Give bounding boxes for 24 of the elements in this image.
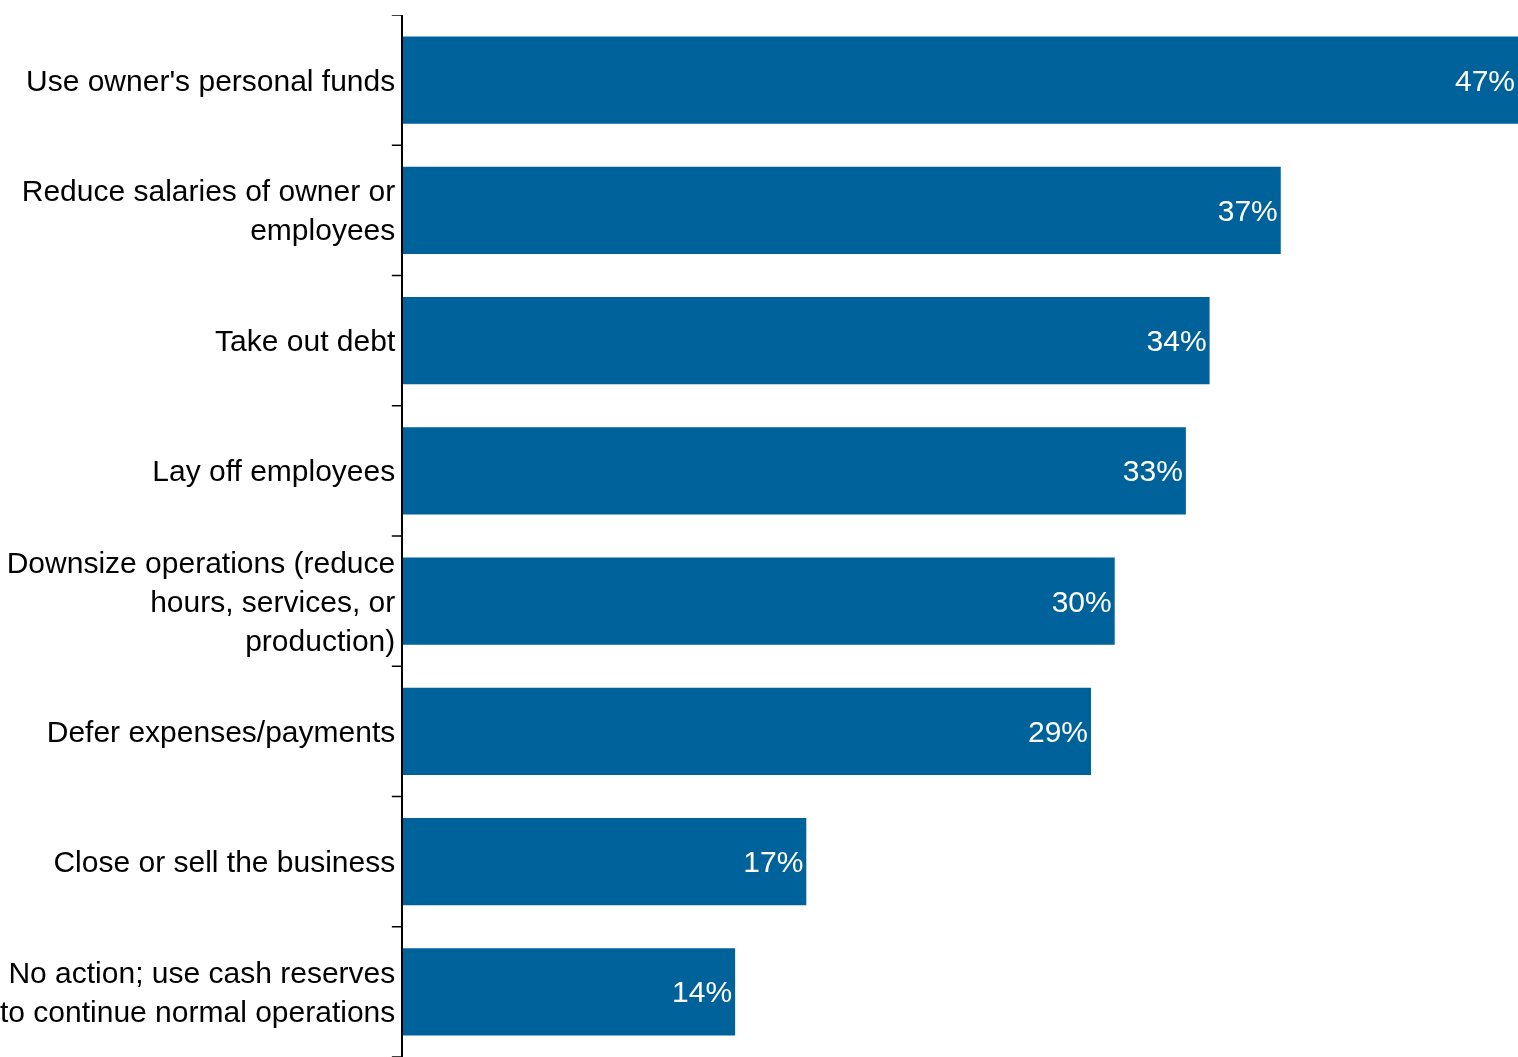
bar: [403, 36, 1518, 124]
y-tick-label: Use owner's personal funds: [25, 63, 396, 97]
data-label: 47%: [1454, 63, 1515, 97]
y-tick-label: Reduce salaries of owner or employees: [21, 174, 396, 247]
y-tick-label: No action; use cash reserves to continue normal operations: [0, 955, 396, 1028]
data-label: 33%: [1122, 454, 1183, 488]
data-label: 37%: [1217, 193, 1278, 227]
data-label: 34%: [1146, 324, 1207, 358]
y-tick-label: Defer expenses/payments: [46, 714, 396, 748]
bar: [403, 948, 736, 1036]
bar: [403, 166, 1281, 255]
data-label: 14%: [672, 975, 733, 1009]
bar: [403, 296, 1210, 385]
bar: [403, 687, 1091, 776]
data-label: 17%: [743, 845, 804, 879]
y-tick-label: Take out debt: [215, 324, 396, 358]
bar: [403, 427, 1186, 515]
y-tick-label: Lay off employees: [152, 454, 396, 488]
y-tick-label: Close or sell the business: [53, 845, 396, 879]
bar: [403, 557, 1115, 645]
y-tick-label: Downsize operations (reduce hours, services, or production): [6, 545, 396, 657]
data-label: 30%: [1051, 584, 1112, 618]
bar: [403, 817, 807, 906]
data-label: 29%: [1027, 714, 1088, 748]
